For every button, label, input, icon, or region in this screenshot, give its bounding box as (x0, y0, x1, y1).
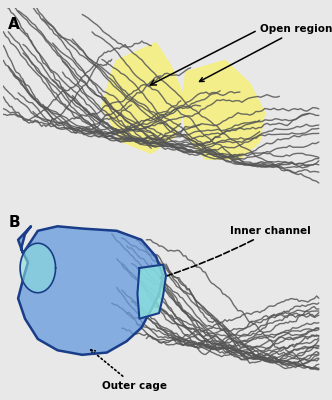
Text: Inner channel: Inner channel (161, 226, 311, 279)
Text: Outer cage: Outer cage (91, 350, 167, 391)
Polygon shape (20, 243, 55, 293)
Polygon shape (18, 226, 163, 355)
Polygon shape (183, 60, 265, 159)
Polygon shape (137, 265, 166, 319)
Text: B: B (8, 215, 20, 230)
Text: Open regions: Open regions (200, 24, 332, 82)
Text: A: A (8, 17, 20, 32)
Polygon shape (102, 43, 186, 153)
